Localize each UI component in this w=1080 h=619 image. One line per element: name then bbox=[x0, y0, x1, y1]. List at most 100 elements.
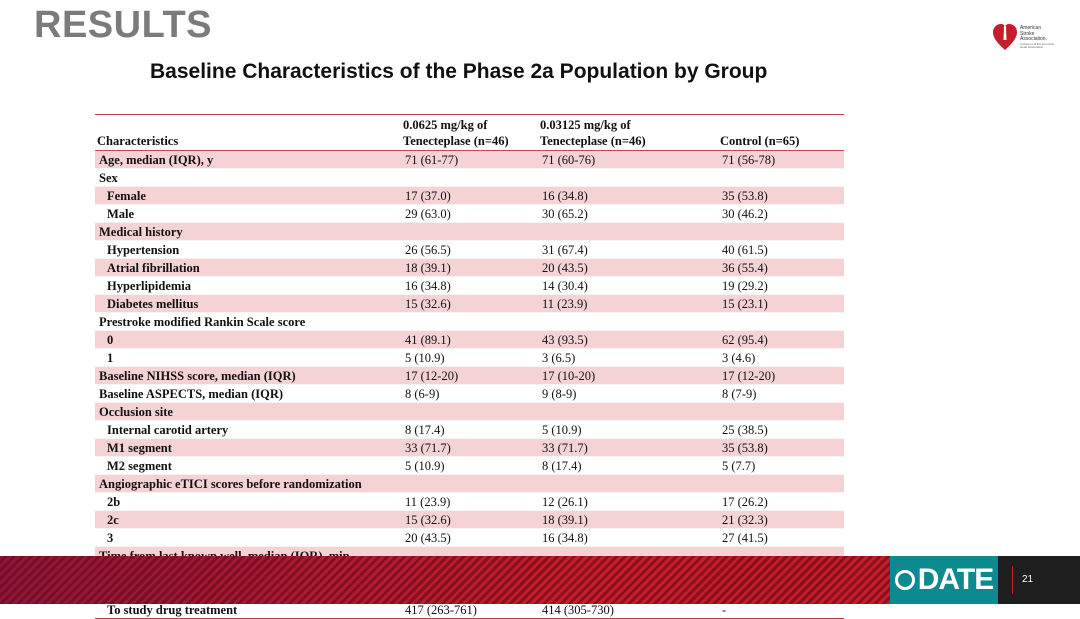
table-row: 0 41 (89.1) 43 (93.5) 62 (95.4) bbox=[95, 330, 844, 349]
footer-stripe-overlay bbox=[0, 556, 890, 604]
header-control-label: Control (n=65) bbox=[720, 134, 800, 148]
table-row: M2 segment 5 (10.9) 8 (17.4) 5 (7.7) bbox=[95, 456, 844, 475]
row-value bbox=[401, 402, 538, 421]
header-characteristics-label: Characteristics bbox=[97, 134, 179, 148]
row-value: 8 (17.4) bbox=[538, 456, 718, 475]
row-label: Angiographic eTICI scores before randomi… bbox=[95, 474, 401, 493]
row-value: 18 (39.1) bbox=[538, 510, 718, 529]
row-label: 2c bbox=[95, 510, 401, 529]
table-row: 3 20 (43.5) 16 (34.8) 27 (41.5) bbox=[95, 528, 844, 547]
row-value bbox=[538, 312, 718, 331]
row-value: 17 (37.0) bbox=[401, 186, 538, 205]
table-body: Age, median (IQR), y 71 (61-77) 71 (60-76)… bbox=[95, 150, 844, 619]
row-value: 43 (93.5) bbox=[538, 330, 718, 349]
header-low-dose: 0.03125 mg/kg of Tenecteplase (n=46) bbox=[538, 115, 718, 151]
row-value: 15 (23.1) bbox=[718, 294, 844, 313]
table-row: Hypertension 26 (56.5) 31 (67.4) 40 (61.5) bbox=[95, 240, 844, 259]
row-label: M2 segment bbox=[95, 456, 401, 475]
row-value: 35 (53.8) bbox=[718, 186, 844, 205]
row-label: Hyperlipidemia bbox=[95, 276, 401, 295]
row-value: 8 (7-9) bbox=[718, 384, 844, 403]
page-number-divider bbox=[1012, 566, 1013, 594]
header-high-dose-line-2: Tenecteplase (n=46) bbox=[403, 134, 509, 148]
header-high-dose-line-1: 0.0625 mg/kg of bbox=[403, 118, 488, 132]
row-value: 71 (61-77) bbox=[401, 150, 538, 169]
logo-line-3: Association. bbox=[1020, 36, 1047, 42]
row-label: Age, median (IQR), y bbox=[95, 150, 401, 169]
row-value: 20 (43.5) bbox=[401, 528, 538, 547]
row-value bbox=[718, 222, 844, 241]
logo-line-2: Stroke bbox=[1020, 30, 1035, 37]
table-row: M1 segment 33 (71.7) 33 (71.7) 35 (53.8) bbox=[95, 438, 844, 457]
row-label: Diabetes mellitus bbox=[95, 294, 401, 313]
table-row: Age, median (IQR), y 71 (61-77) 71 (60-76)… bbox=[95, 150, 844, 169]
brain-icon bbox=[894, 570, 915, 590]
row-value: 29 (63.0) bbox=[401, 204, 538, 223]
row-label: Occlusion site bbox=[95, 402, 401, 421]
row-value: 18 (39.1) bbox=[401, 258, 538, 277]
row-value: 20 (43.5) bbox=[538, 258, 718, 277]
table-row: Baseline ASPECTS, median (IQR) 8 (6-9) 9 (… bbox=[95, 384, 844, 403]
row-label: Atrial fibrillation bbox=[95, 258, 401, 277]
row-value: 71 (56-78) bbox=[718, 150, 844, 169]
row-value: 16 (34.8) bbox=[401, 276, 538, 295]
row-value bbox=[401, 474, 538, 493]
row-value: 17 (10-20) bbox=[538, 366, 718, 385]
row-label: 2b bbox=[95, 492, 401, 511]
page-number: 21 bbox=[1022, 574, 1034, 585]
row-label: Hypertension bbox=[95, 240, 401, 259]
slide-subtitle: Baseline Characteristics of the Phase 2a… bbox=[150, 60, 768, 83]
row-value: 9 (8-9) bbox=[538, 384, 718, 403]
page-number-box: 21 bbox=[998, 556, 1080, 604]
row-value: 17 (26.2) bbox=[718, 492, 844, 511]
row-label: Internal carotid artery bbox=[95, 420, 401, 439]
row-value: 16 (34.8) bbox=[538, 186, 718, 205]
row-label: 0 bbox=[95, 330, 401, 349]
row-label: Female bbox=[95, 186, 401, 205]
row-value bbox=[718, 474, 844, 493]
row-value: 33 (71.7) bbox=[401, 438, 538, 457]
row-value bbox=[401, 168, 538, 187]
row-value: 25 (38.5) bbox=[718, 420, 844, 439]
baseline-characteristics-table-container: Characteristics 0.0625 mg/kg of Tenectep… bbox=[95, 114, 844, 619]
header-control: Control (n=65) bbox=[718, 115, 844, 151]
logo-line-1: American bbox=[1020, 25, 1042, 31]
row-label: 3 bbox=[95, 528, 401, 547]
date-logo-text: DATE bbox=[917, 563, 994, 596]
row-value bbox=[538, 474, 718, 493]
row-value: 71 (60-76) bbox=[538, 150, 718, 169]
row-value: 15 (32.6) bbox=[401, 510, 538, 529]
row-value: 30 (46.2) bbox=[718, 204, 844, 223]
row-value: 5 (10.9) bbox=[538, 420, 718, 439]
row-value: 30 (65.2) bbox=[538, 204, 718, 223]
footer-decorative-stripe bbox=[0, 556, 890, 604]
row-value bbox=[718, 402, 844, 421]
row-value: 26 (56.5) bbox=[401, 240, 538, 259]
slide-heading: RESULTS bbox=[34, 4, 213, 46]
row-value: 8 (6-9) bbox=[401, 384, 538, 403]
row-value: 19 (29.2) bbox=[718, 276, 844, 295]
row-value: 5 (7.7) bbox=[718, 456, 844, 475]
header-low-dose-line-1: 0.03125 mg/kg of bbox=[540, 118, 631, 132]
row-value: 36 (55.4) bbox=[718, 258, 844, 277]
row-label: M1 segment bbox=[95, 438, 401, 457]
row-label: Medical history bbox=[95, 222, 401, 241]
row-label: Baseline NIHSS score, median (IQR) bbox=[95, 366, 401, 385]
table-row: Hyperlipidemia 16 (34.8) 14 (30.4) 19 (29.2… bbox=[95, 276, 844, 295]
row-value bbox=[718, 312, 844, 331]
table-row: Baseline NIHSS score, median (IQR) 17 (12… bbox=[95, 366, 844, 385]
row-value: 3 (6.5) bbox=[538, 348, 718, 367]
baseline-characteristics-table: Characteristics 0.0625 mg/kg of Tenectep… bbox=[95, 115, 844, 619]
row-label: Male bbox=[95, 204, 401, 223]
row-value: 17 (12-20) bbox=[401, 366, 538, 385]
row-value: 8 (17.4) bbox=[401, 420, 538, 439]
row-value: 3 (4.6) bbox=[718, 348, 844, 367]
row-value: 11 (23.9) bbox=[401, 492, 538, 511]
row-value: 27 (41.5) bbox=[718, 528, 844, 547]
row-value: 62 (95.4) bbox=[718, 330, 844, 349]
table-row: 2b 11 (23.9) 12 (26.1) 17 (26.2) bbox=[95, 492, 844, 511]
table-row: Male 29 (63.0) 30 (65.2) 30 (46.2) bbox=[95, 204, 844, 223]
row-value bbox=[538, 402, 718, 421]
table-row: Female 17 (37.0) 16 (34.8) 35 (53.8) bbox=[95, 186, 844, 205]
table-row: Medical history bbox=[95, 222, 844, 241]
